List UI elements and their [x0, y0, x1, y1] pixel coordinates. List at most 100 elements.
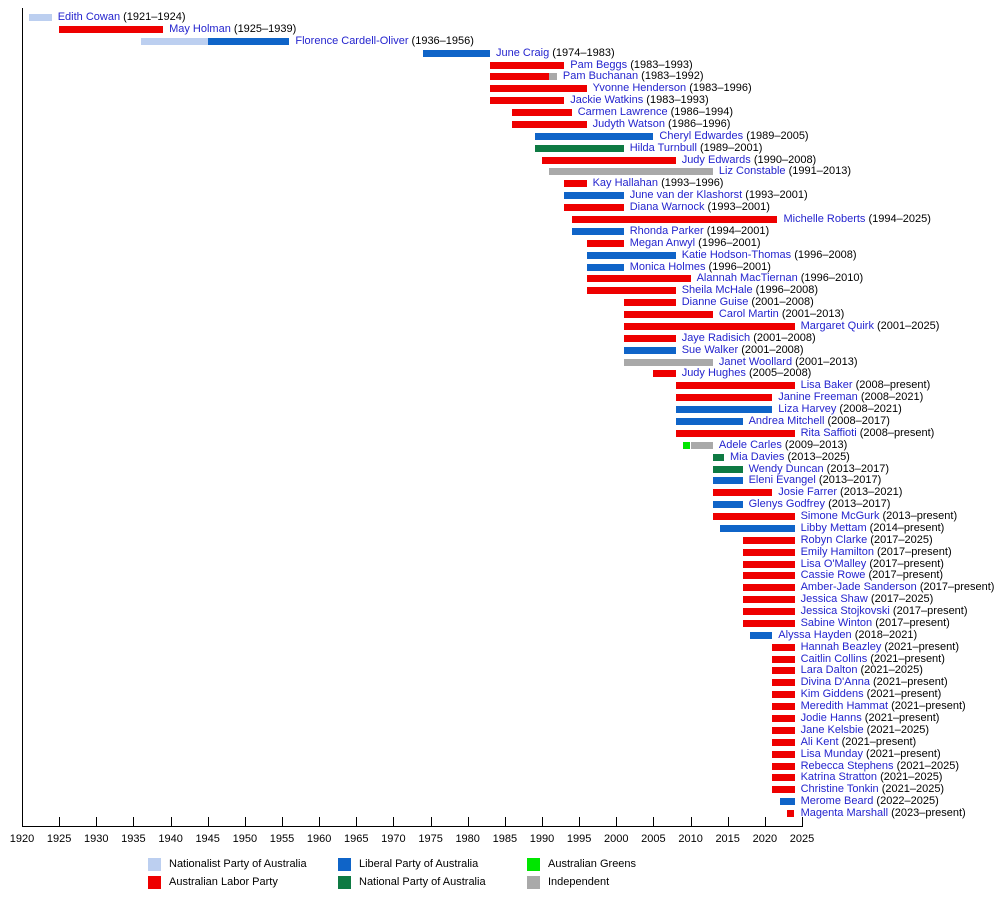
x-axis-tick-label: 1995	[566, 833, 592, 845]
member-name-link[interactable]: Judy Hughes	[681, 367, 746, 380]
member-name-link[interactable]: Jackie Watkins	[570, 94, 644, 107]
member-name-link[interactable]: Diana Warnock	[629, 201, 705, 214]
member-row-label: Janine Freeman (2008–2021)	[778, 392, 923, 403]
timeline-bar-labor	[772, 750, 795, 758]
timeline-bar-labor	[564, 180, 587, 188]
member-name-link[interactable]: Megan Anwyl	[629, 236, 696, 249]
member-name-link[interactable]: Alyssa Hayden	[778, 628, 852, 641]
member-years: (2021–present)	[869, 676, 948, 689]
member-row-label: Magenta Marshall (2023–present)	[801, 808, 966, 819]
member-name-link[interactable]: Hannah Beazley	[800, 640, 882, 653]
x-axis-tick-label: 1950	[232, 833, 258, 845]
member-years: (2022–2025)	[873, 795, 939, 808]
member-name-link[interactable]: Emily Hamilton	[800, 545, 874, 558]
member-name-link[interactable]: Jessica Shaw	[800, 593, 868, 606]
member-name-link[interactable]: Jaye Radisich	[681, 331, 751, 344]
member-row-label: Mia Davies (2013–2025)	[730, 450, 850, 463]
member-name-link[interactable]: Christine Tonkin	[800, 783, 879, 796]
member-name-link[interactable]: Hilda Turnbull	[629, 141, 697, 154]
member-name-link[interactable]: Pam Buchanan	[562, 70, 639, 83]
member-name-link[interactable]: Amber-Jade Sanderson	[800, 581, 917, 594]
member-name-link[interactable]: Kim Giddens	[800, 688, 864, 701]
x-axis-tick	[244, 817, 246, 827]
member-name-link[interactable]: Margaret Quirk	[800, 319, 874, 332]
member-name-link[interactable]: Cassie Rowe	[800, 569, 866, 582]
member-name-link[interactable]: Rebecca Stephens	[800, 759, 894, 772]
x-axis-tick-label: 1965	[344, 833, 369, 845]
member-name-link[interactable]: Katrina Stratton	[800, 771, 878, 784]
member-name-link[interactable]: Katie Hodson-Thomas	[681, 248, 792, 261]
member-name-link[interactable]: Yvonne Henderson	[592, 82, 687, 95]
member-name-link[interactable]: Magenta Marshall	[800, 807, 889, 819]
member-name-link[interactable]: Kay Hallahan	[592, 177, 659, 190]
member-name-link[interactable]: Judyth Watson	[592, 117, 665, 130]
member-years: (1986–1994)	[667, 106, 734, 118]
member-name-link[interactable]: Lisa Munday	[800, 747, 863, 760]
member-name-link[interactable]: Adele Carles	[718, 438, 782, 451]
member-name-link[interactable]: Cheryl Edwardes	[659, 129, 744, 142]
member-name-link[interactable]: Wendy Duncan	[748, 462, 824, 475]
member-name-link[interactable]: Robyn Clarke	[800, 533, 868, 546]
x-axis-tick	[690, 817, 692, 827]
member-name-link[interactable]: Meredith Hammat	[800, 700, 889, 713]
x-axis-tick	[504, 817, 506, 827]
member-name-link[interactable]: Liza Harvey	[778, 403, 837, 416]
member-name-link[interactable]: Divina D'Anna	[800, 676, 870, 689]
member-name-link[interactable]: Lisa O'Malley	[800, 557, 867, 570]
member-name-link[interactable]: Monica Holmes	[629, 260, 706, 273]
member-name-link[interactable]: Jodie Hanns	[800, 712, 862, 724]
member-name-link[interactable]: June van der Klashorst	[629, 189, 743, 202]
member-years: (2017–present)	[889, 605, 968, 617]
member-name-link[interactable]: Andrea Mitchell	[748, 414, 825, 427]
member-name-link[interactable]: Jane Kelsbie	[800, 723, 864, 736]
member-row-label: Carmen Lawrence (1986–1994)	[578, 107, 733, 118]
member-name-link[interactable]: Ali Kent	[800, 735, 839, 748]
x-axis-tick	[467, 817, 469, 827]
member-name-link[interactable]: Rita Saffioti	[800, 426, 857, 439]
timeline-bar-labor	[772, 715, 795, 722]
member-name-link[interactable]: Merome Beard	[800, 795, 874, 808]
timeline-bar-independent	[623, 358, 713, 366]
timeline-bar-nationalist	[140, 37, 208, 45]
member-name-link[interactable]: Glenys Godfrey	[748, 498, 826, 511]
member-name-link[interactable]: Janet Woollard	[718, 355, 793, 368]
member-years: (2001–2008)	[748, 296, 814, 309]
member-name-link[interactable]: Pam Beggs	[570, 58, 628, 71]
member-name-link[interactable]: Edith Cowan	[57, 11, 121, 23]
timeline-bar-labor	[490, 85, 587, 93]
member-name-link[interactable]: Josie Farrer	[778, 486, 837, 499]
member-name-link[interactable]: Rhonda Parker	[629, 224, 704, 237]
x-axis-tick	[96, 817, 98, 827]
member-name-link[interactable]: Dianne Guise	[681, 296, 749, 309]
member-row-label: Jessica Shaw (2017–2025)	[801, 594, 934, 605]
member-name-link[interactable]: Eleni Evangel	[748, 474, 816, 487]
member-name-link[interactable]: Libby Mettam	[800, 521, 867, 534]
member-name-link[interactable]: June Craig	[496, 46, 550, 59]
member-name-link[interactable]: Simone McGurk	[800, 510, 880, 522]
member-years: (2021–2025)	[863, 723, 930, 736]
legend-label: Liberal Party of Australia	[359, 858, 479, 870]
member-name-link[interactable]: Sue Walker	[681, 343, 739, 356]
member-name-link[interactable]: Michelle Roberts	[783, 213, 866, 225]
member-name-link[interactable]: Judy Edwards	[681, 153, 751, 166]
x-axis-tick-label: 1930	[84, 833, 109, 845]
member-name-link[interactable]: Jessica Stojkovski	[800, 605, 890, 617]
member-name-link[interactable]: Lisa Baker	[800, 379, 853, 392]
member-name-link[interactable]: Mia Davies	[730, 450, 785, 463]
member-years: (1921–1924)	[120, 11, 186, 23]
member-name-link[interactable]: Sheila McHale	[681, 284, 753, 297]
member-name-link[interactable]: Florence Cardell-Oliver	[295, 34, 409, 47]
member-name-link[interactable]: Sabine Winton	[800, 616, 873, 629]
member-name-link[interactable]: May Holman	[169, 22, 231, 35]
member-name-link[interactable]: Janine Freeman	[778, 391, 858, 404]
timeline-bar-labor	[586, 275, 691, 283]
member-name-link[interactable]: Carmen Lawrence	[577, 106, 668, 118]
member-name-link[interactable]: Caitlin Collins	[800, 652, 868, 665]
timeline-bar-labor	[787, 810, 795, 817]
member-name-link[interactable]: Liz Constable	[718, 165, 786, 178]
member-name-link[interactable]: Alannah MacTiernan	[696, 272, 798, 285]
timeline-bar-labor	[772, 655, 795, 663]
member-row-label: June Craig (1974–1983)	[496, 46, 615, 59]
member-name-link[interactable]: Carol Martin	[718, 308, 779, 320]
member-name-link[interactable]: Lara Dalton	[800, 664, 858, 677]
